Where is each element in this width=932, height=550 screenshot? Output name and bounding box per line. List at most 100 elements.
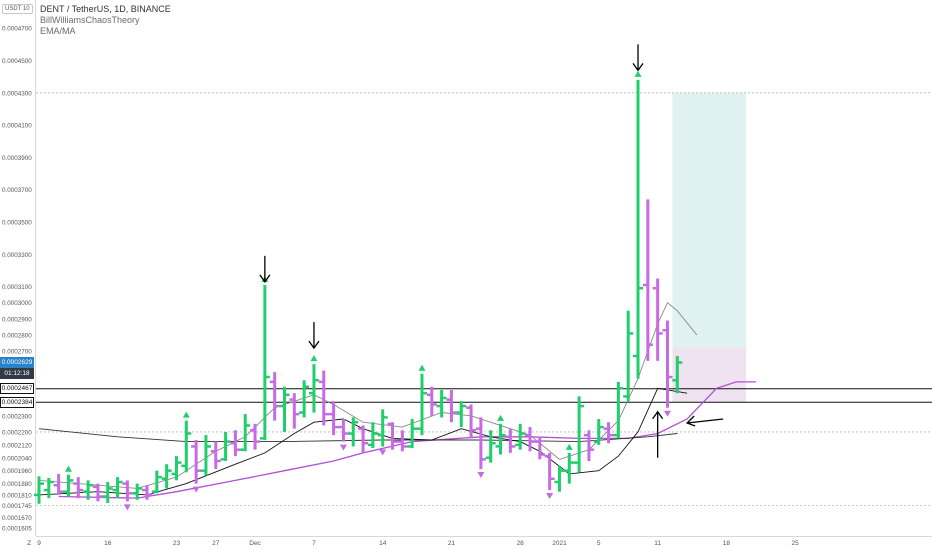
ohlc-bar [525,427,535,452]
ohlc-bar [338,419,349,442]
arrow-down-annotation [259,255,271,284]
y-tick-label: 0.0002040 [2,455,32,462]
fractal-up-marker [310,355,318,362]
ohlc-bar [161,464,172,489]
x-tick-label: Z [27,540,31,547]
x-tick-label: 28 [517,540,525,547]
y-tick-label: 0.0002900 [2,316,32,323]
position-zones [672,92,747,403]
y-tick-label: 0.0003500 [2,219,32,226]
y-tick-label: 0.0002200 [2,429,32,436]
x-tick-label: 21 [448,540,456,547]
fractal-markers [64,70,671,511]
x-tick-label: 14 [379,540,387,547]
y-tick-label: 0.0003900 [2,155,32,162]
indicator-line-2 [38,387,688,496]
ohlc-bar [34,476,44,504]
ohlc-bar [328,401,339,436]
ohlc-bar [446,389,457,423]
x-tick-label: 11 [654,540,661,547]
ohlc-bar [407,419,418,449]
fractal-up-marker [565,443,573,450]
y-tick-label: 0.0002300 [2,413,32,420]
ohlc-bar [633,79,644,379]
ohlc-bar [200,435,211,476]
x-tick-label: 16 [104,540,112,547]
fractal-down-marker [192,486,200,493]
ohlc-bar [466,404,477,439]
ohlc-bar [250,423,261,450]
fractal-down-marker [663,410,671,417]
profit-zone [672,92,747,348]
fractal-up-marker [497,414,505,421]
ohlc-bar [83,480,94,500]
ohlc-bar [171,456,182,481]
ohlc-bar [348,417,359,447]
y-axis: 0.0004700 0.0004500 0.0004300 0.0004100 0.00… [2,0,36,536]
ohlc-bar [151,470,162,494]
annotation-arrows [259,44,724,458]
ohlc-bar [367,422,378,449]
ohlc-bar [63,474,74,497]
fractal-down-marker [379,449,387,456]
ohlc-bar [416,373,427,436]
ohlc-bar [132,483,143,500]
fractal-down-marker [546,493,554,500]
ohlc-bar [377,409,388,447]
indicator-line-1 [38,428,678,443]
indicator-ema-label[interactable]: EMA/MA [40,26,76,36]
y-tick-label: 0.0002120 [2,442,32,449]
fractal-up-marker [418,364,426,371]
ohlc-bar [574,396,585,473]
indicator-line-3 [38,301,698,489]
indicator-bwct-label[interactable]: BillWilliamsChaosTheory [40,15,140,25]
arrow-down-annotation [632,44,644,72]
ohlc-bar [318,370,329,426]
fractal-down-marker [123,504,131,511]
ohlc-bar [475,417,486,470]
ohlc-bar [269,372,280,421]
currency-badge[interactable]: USDT 10 [2,4,33,14]
ohlc-bar [289,393,300,429]
y-tick-label: 0.0001605 [2,526,32,533]
ohlc-bar [642,199,653,361]
fractal-up-marker [64,465,72,472]
x-tick-label: 25 [792,540,800,547]
horizontal-levels [36,92,932,506]
ohlc-bar [652,278,663,361]
ohlc-bar [308,364,319,413]
ohlc-bar [279,386,290,432]
x-tick-label: 27 [212,540,220,547]
y-tick-label: 0.0002800 [2,333,32,340]
y-tick-label: 0.0003000 [2,300,32,307]
x-tick-label: 23 [173,540,181,547]
ohlc-bar [672,356,683,394]
ohlc-bar [397,430,408,452]
ohlc-bar [554,465,565,492]
chart-title: DENT / TetherUS, 1D, BINANCE [40,4,171,14]
y-tick-label: 0.0004700 [2,26,32,33]
ohlc-bar [142,485,153,500]
ohlc-bar [603,422,614,444]
ohlc-bar [583,430,594,461]
y-tick-label: 0.0003700 [2,187,32,194]
y-tick-label: 0.0001810 [2,492,32,499]
y-tick-label: 0.0003100 [2,284,32,291]
y-tick-label: 0.0001670 [2,515,32,522]
ohlc-bar [53,473,64,495]
ohlc-bar [564,452,575,484]
x-tick-label: Dec [249,540,261,547]
ohlc-bar [259,284,270,440]
x-tick-label: 5 [597,540,601,547]
ohlc-bar [544,452,555,491]
y-tick-label: 0.0002700 [2,349,32,356]
x-tick-label: 18 [723,540,731,547]
y-tick-label: 0.0001880 [2,481,32,488]
ohlc-bars [34,79,683,504]
level-tag-lower: 0.0002384 [0,396,34,408]
ohlc-bar [358,425,369,453]
last-price-tag: 0.0002629 [0,357,34,369]
ohlc-bar [230,430,241,457]
ohlc-bar [456,401,467,428]
